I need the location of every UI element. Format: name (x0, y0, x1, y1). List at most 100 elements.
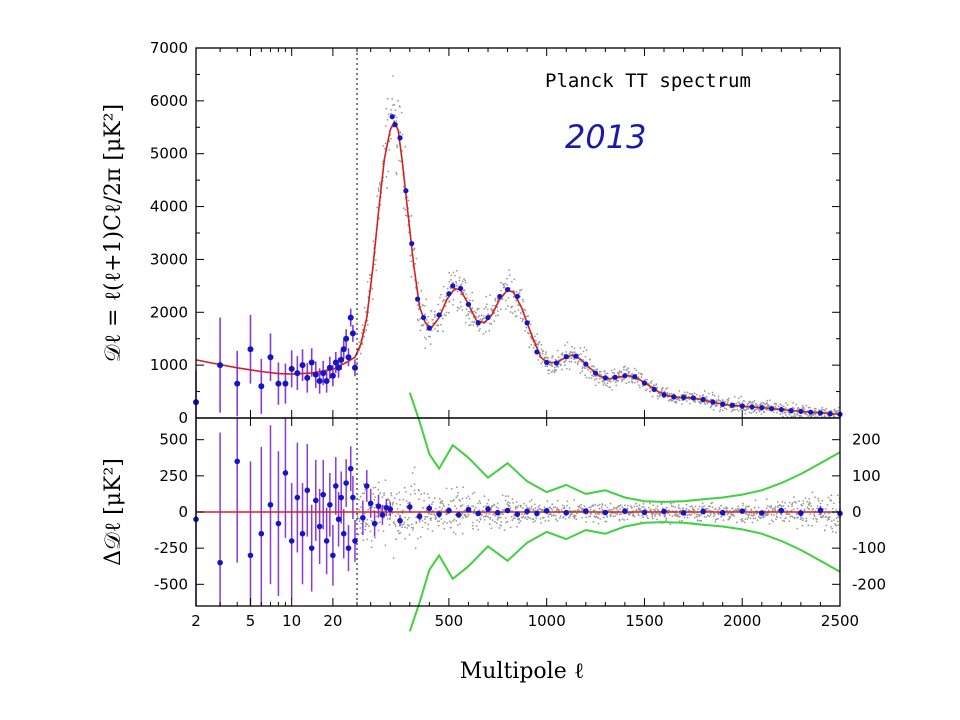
unbinned-point (485, 295, 488, 298)
unbinned-point (540, 362, 543, 365)
y-tick-label-top: 2000 (150, 303, 188, 321)
unbinned-point (573, 351, 576, 353)
binned-point (759, 405, 765, 411)
unbinned-point (585, 349, 588, 352)
unbinned-point (467, 310, 470, 313)
unbinned-point (570, 513, 573, 516)
unbinned-point (755, 411, 758, 414)
unbinned-point (655, 384, 657, 386)
x-tick-label: 2 (191, 612, 201, 630)
unbinned-point (837, 409, 840, 412)
y-tick-label-right: 100 (852, 467, 881, 485)
unbinned-point (581, 516, 583, 519)
unbinned-point (471, 307, 474, 309)
unbinned-point (585, 521, 587, 523)
unbinned-point (433, 497, 436, 500)
unbinned-point (731, 507, 734, 510)
unbinned-point (516, 518, 519, 521)
residual-point (267, 501, 274, 508)
unbinned-point (782, 505, 785, 507)
unbinned-point (541, 360, 544, 363)
unbinned-point (728, 517, 731, 520)
unbinned-point (656, 387, 659, 389)
unbinned-point (633, 515, 636, 518)
unbinned-point (509, 526, 512, 529)
unbinned-point (553, 371, 556, 374)
unbinned-point (754, 402, 757, 405)
unbinned-point (493, 504, 496, 507)
unbinned-point (416, 304, 419, 306)
unbinned-point (714, 521, 717, 523)
unbinned-point (402, 498, 405, 501)
unbinned-point (428, 496, 430, 499)
unbinned-point (393, 497, 396, 500)
unbinned-point (471, 492, 474, 495)
unbinned-point (404, 537, 407, 540)
unbinned-point (399, 532, 402, 534)
unbinned-point (722, 409, 724, 412)
unbinned-point (460, 283, 463, 285)
binned-point (602, 375, 608, 381)
binned-point (323, 378, 330, 384)
y-tick-label-top: 7000 (150, 39, 188, 57)
y-tick-label-bottom: 500 (159, 431, 188, 449)
chart-title: Planck TT spectrum (545, 70, 751, 92)
unbinned-point (811, 524, 813, 527)
unbinned-point (374, 536, 376, 539)
unbinned-point (830, 494, 833, 497)
unbinned-point (459, 301, 462, 304)
binned-point (729, 402, 736, 408)
unbinned-point (558, 363, 561, 365)
binned-point (612, 374, 618, 380)
unbinned-point (384, 147, 386, 150)
unbinned-point (706, 395, 708, 398)
unbinned-point (469, 299, 471, 302)
bottom-y-axis-label: Δ𝒟ℓ [μK²] (101, 458, 126, 566)
unbinned-point (693, 512, 696, 515)
unbinned-point (410, 523, 413, 526)
unbinned-point (472, 324, 475, 326)
unbinned-point (517, 504, 520, 507)
unbinned-point (540, 509, 543, 511)
unbinned-point (691, 393, 694, 395)
unbinned-point (358, 341, 361, 344)
y-tick-label-bottom: -250 (154, 539, 188, 557)
unbinned-point (559, 517, 561, 520)
unbinned-point (408, 524, 410, 527)
unbinned-point (823, 414, 826, 417)
unbinned-point (590, 506, 592, 509)
unbinned-point (647, 517, 649, 520)
unbinned-point (456, 486, 458, 489)
unbinned-point (544, 520, 547, 522)
unbinned-point (737, 410, 740, 412)
unbinned-point (776, 501, 779, 503)
residual-point (739, 508, 746, 514)
binned-point (817, 410, 824, 416)
binned-point (788, 408, 794, 414)
unbinned-point (665, 517, 668, 520)
residual-point (375, 503, 382, 510)
unbinned-point (459, 523, 461, 525)
residual-point (347, 465, 354, 472)
binned-point (247, 346, 254, 353)
unbinned-point (621, 506, 624, 509)
unbinned-point (461, 280, 464, 282)
unbinned-point (402, 523, 405, 526)
unbinned-point (386, 518, 389, 520)
unbinned-point (490, 509, 493, 511)
unbinned-point (458, 279, 461, 282)
unbinned-point (365, 311, 367, 313)
unbinned-point (560, 364, 562, 366)
unbinned-point (508, 269, 511, 272)
unbinned-point (806, 500, 808, 503)
unbinned-point (805, 517, 808, 520)
unbinned-point (563, 505, 566, 508)
unbinned-point (377, 529, 380, 532)
unbinned-point (619, 508, 621, 511)
unbinned-point (695, 393, 698, 396)
unbinned-point (469, 323, 472, 326)
unbinned-point (440, 509, 443, 512)
binned-point (409, 240, 415, 247)
unbinned-point (698, 519, 701, 522)
unbinned-point (747, 408, 750, 410)
